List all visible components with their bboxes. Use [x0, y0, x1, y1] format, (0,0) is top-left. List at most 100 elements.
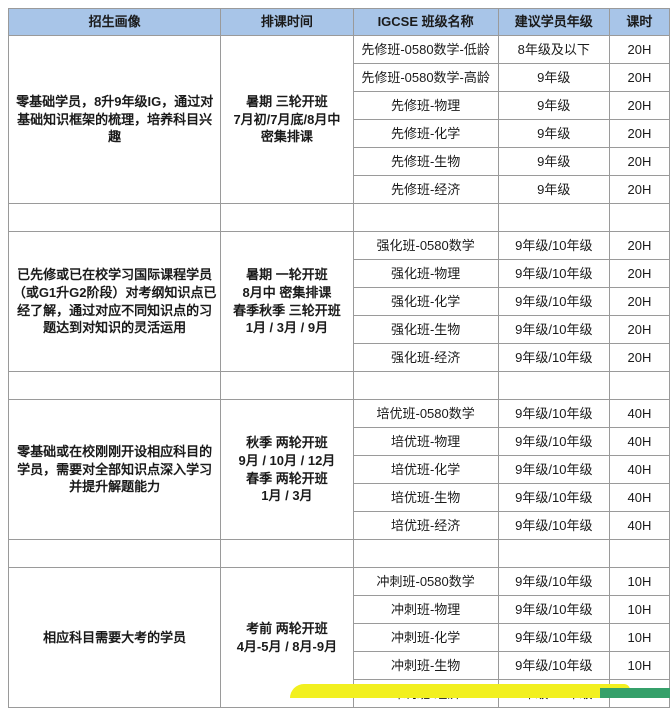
spacer-cell [7, 539, 222, 568]
cell-grade: 9年级/10年级 [497, 483, 610, 512]
cell-class-name: 强化班-物理 [352, 259, 499, 288]
spacer-cell [352, 371, 499, 400]
cell-profile: 零基础学员，8升9年级IG，通过对基础知识框架的梳理，培养科目兴趣 [7, 35, 222, 204]
spacer-row [7, 203, 670, 232]
cell-grade: 8年级及以下 [497, 35, 610, 64]
table-row: 零基础学员，8升9年级IG，通过对基础知识框架的梳理，培养科目兴趣 暑期 三轮开班… [7, 35, 670, 204]
table-row: 强化班-经济 9年级/10年级 20H [9, 343, 670, 372]
table-body: 零基础学员，8升9年级IG，通过对基础知识框架的梳理，培养科目兴趣 暑期 三轮开班… [7, 35, 670, 708]
spacer-row [7, 539, 670, 568]
column-header-classname: IGCSE 班级名称 [352, 8, 499, 36]
column-header-schedule: 排课时间 [220, 8, 354, 36]
table-row: 培优班-化学 9年级/10年级 40H [9, 455, 670, 484]
cell-class-name: 先修班-物理 [352, 91, 499, 120]
cell-schedule: 秋季 两轮开班 9月 / 10月 / 12月 春季 两轮开班 1月 / 3月 [220, 399, 354, 540]
cell-grade: 9年级/10年级 [497, 231, 610, 260]
spacer-row [7, 371, 670, 400]
table-row: 冲刺班-化学 9年级/10年级 10H [9, 623, 670, 652]
cell-grade: 9年级/10年级 [497, 595, 610, 624]
cell-grade: 9年级/10年级 [497, 399, 610, 428]
spacer-cell [497, 203, 610, 232]
cell-hours: 20H [608, 175, 670, 204]
cell-schedule: 考前 两轮开班 4月-5月 / 8月-9月 [220, 567, 354, 708]
cell-grade: 9年级 [497, 91, 610, 120]
cell-class-name: 强化班-0580数学 [352, 231, 499, 260]
table-row: 先修班-生物 9年级 20H [9, 147, 670, 176]
table-row: 冲刺班-物理 9年级/10年级 10H [9, 595, 670, 624]
cell-hours: 10H [608, 595, 670, 624]
cell-class-name: 冲刺班-生物 [352, 651, 499, 680]
table-row: 先修班-物理 9年级 20H [9, 91, 670, 120]
cell-grade: 9年级/10年级 [497, 651, 610, 680]
cell-schedule: 暑期 三轮开班 7月初/7月底/8月中 密集排课 [220, 35, 354, 204]
cell-hours: 10H [608, 567, 670, 596]
cell-hours: 10H [608, 679, 670, 708]
table-row: 强化班-化学 9年级/10年级 20H [9, 287, 670, 316]
table-row: 先修班-经济 9年级 20H [9, 175, 670, 204]
cell-grade: 9年级/10年级 [497, 287, 610, 316]
cell-class-name: 先修班-生物 [352, 147, 499, 176]
cell-grade: 9年级/10年级 [497, 259, 610, 288]
cell-class-name: 先修班-0580数学-高龄 [352, 63, 499, 92]
spacer-cell [220, 539, 354, 568]
table-row: 先修班-化学 9年级 20H [9, 119, 670, 148]
cell-class-name: 先修班-化学 [352, 119, 499, 148]
cell-class-name: 培优班-物理 [352, 427, 499, 456]
table-row: 强化班-生物 9年级/10年级 20H [9, 315, 670, 344]
spacer-cell [220, 203, 354, 232]
cell-hours: 20H [608, 259, 670, 288]
header-row: 招生画像 排课时间 IGCSE 班级名称 建议学员年级 课时 [7, 8, 670, 36]
cell-hours: 40H [608, 511, 670, 540]
spacer-cell [497, 371, 610, 400]
cell-schedule: 暑期 一轮开班 8月中 密集排课 春季秋季 三轮开班 1月 / 3月 / 9月 [220, 231, 354, 372]
cell-class-name: 强化班-生物 [352, 315, 499, 344]
cell-grade: 9年级 [497, 147, 610, 176]
cell-class-name: 先修班-0580数学-低龄 [352, 35, 499, 64]
cell-hours: 20H [608, 231, 670, 260]
cell-hours: 20H [608, 343, 670, 372]
table-row: 已先修或已在校学习国际课程学员（或G1升G2阶段）对考纲知识点已经了解，通过对应… [7, 231, 670, 372]
column-header-hours: 课时 [608, 8, 670, 36]
cell-hours: 20H [608, 91, 670, 120]
cell-grade: 9年级/10年级 [497, 511, 610, 540]
cell-hours: 20H [608, 287, 670, 316]
cell-grade: 9年级/10年级 [497, 623, 610, 652]
cell-hours: 40H [608, 455, 670, 484]
cell-class-name: 培优班-生物 [352, 483, 499, 512]
table-row: 相应科目需要大考的学员 考前 两轮开班 4月-5月 / 8月-9月 冲刺班-0580数… [7, 567, 670, 708]
cell-hours: 20H [608, 63, 670, 92]
spacer-cell [608, 203, 670, 232]
course-schedule-table: 招生画像 排课时间 IGCSE 班级名称 建议学员年级 课时 零基础学员，8升9… [7, 8, 670, 708]
table-header: 招生画像 排课时间 IGCSE 班级名称 建议学员年级 课时 [7, 8, 670, 36]
cell-class-name: 培优班-经济 [352, 511, 499, 540]
cell-hours: 40H [608, 399, 670, 428]
cell-class-name: 强化班-经济 [352, 343, 499, 372]
spacer-cell [352, 539, 499, 568]
cell-grade: 9年级/10年级 [497, 567, 610, 596]
cell-class-name: 培优班-0580数学 [352, 399, 499, 428]
cell-hours: 40H [608, 427, 670, 456]
spacer-cell [7, 203, 222, 232]
course-schedule-sheet: 招生画像 排课时间 IGCSE 班级名称 建议学员年级 课时 零基础学员，8升9… [7, 8, 670, 708]
spacer-cell [608, 371, 670, 400]
cell-class-name: 冲刺班-经济 [352, 679, 499, 708]
cell-class-name: 培优班-化学 [352, 455, 499, 484]
cell-hours: 40H [608, 483, 670, 512]
cell-grade: 9年级/10年级 [497, 343, 610, 372]
cell-profile: 相应科目需要大考的学员 [7, 567, 222, 708]
cell-grade: 9年级 [497, 119, 610, 148]
cell-profile: 已先修或已在校学习国际课程学员（或G1升G2阶段）对考纲知识点已经了解，通过对应… [7, 231, 222, 372]
cell-grade: 9年级 [497, 175, 610, 204]
cell-class-name: 冲刺班-物理 [352, 595, 499, 624]
table-row: 冲刺班-生物 9年级/10年级 10H [9, 651, 670, 680]
spacer-cell [497, 539, 610, 568]
cell-grade: 9年级/10年级 [497, 679, 610, 708]
spacer-cell [220, 371, 354, 400]
table-row: 强化班-物理 9年级/10年级 20H [9, 259, 670, 288]
table-row: 培优班-物理 9年级/10年级 40H [9, 427, 670, 456]
cell-grade: 9年级/10年级 [497, 427, 610, 456]
table-row: 零基础或在校刚刚开设相应科目的学员，需要对全部知识点深入学习并提升解题能力 秋季 … [7, 399, 670, 540]
cell-hours: 20H [608, 315, 670, 344]
column-header-profile: 招生画像 [7, 8, 222, 36]
spacer-cell [352, 203, 499, 232]
